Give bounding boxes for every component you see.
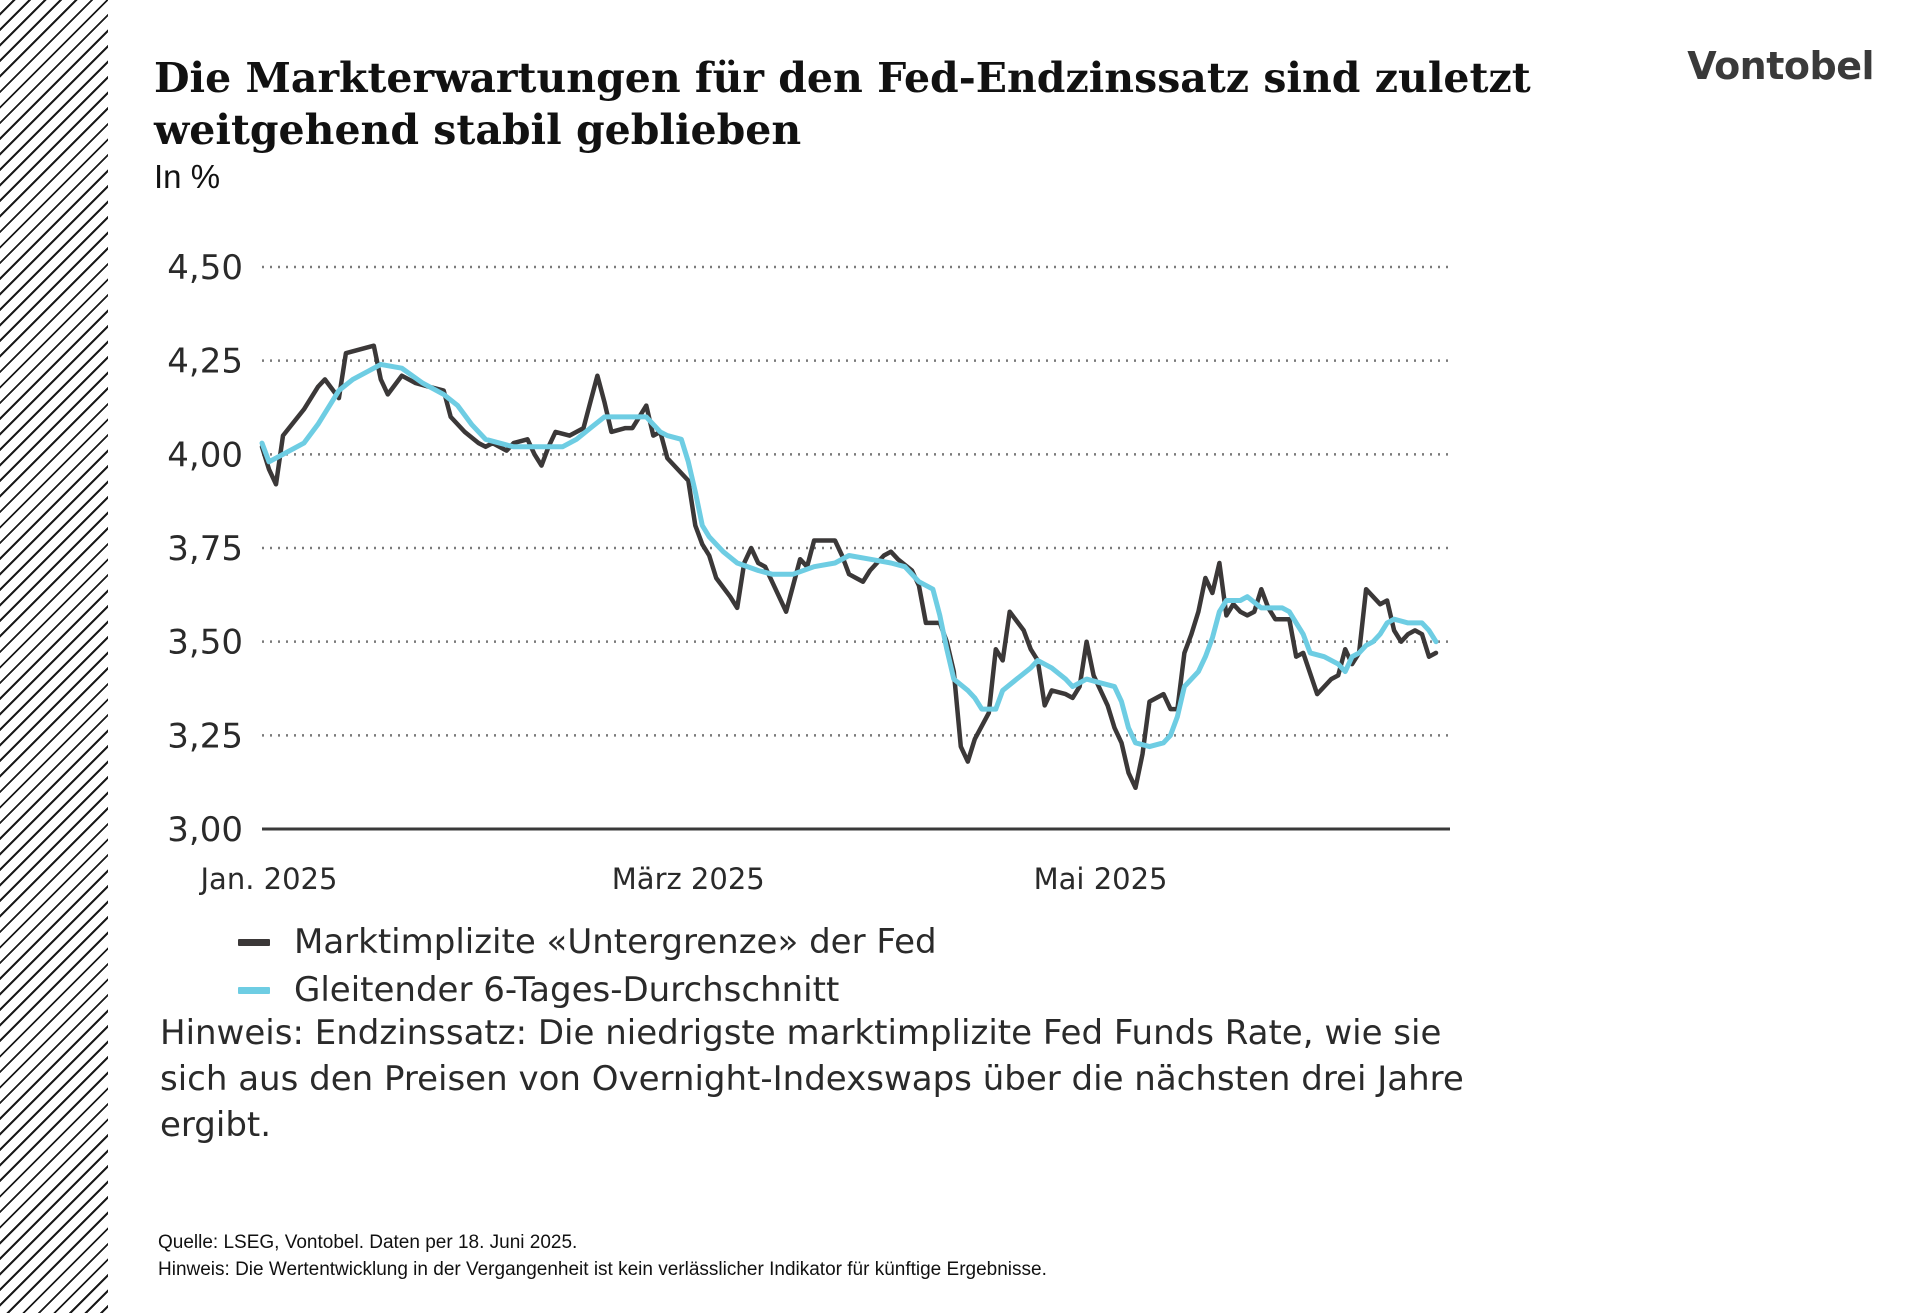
series-lines	[259, 343, 1439, 791]
y-tick-label-0: 4,50	[167, 248, 243, 288]
legend-swatch-light	[238, 986, 270, 994]
vontobel-logo: Vontobel	[1687, 44, 1874, 88]
chart-legend: Marktimplizite «Untergrenze» der Fed Gle…	[238, 918, 937, 1014]
legend-label-untergrenze: Marktimplizite «Untergrenze» der Fed	[294, 922, 937, 962]
gridlines	[262, 265, 1450, 831]
x-tick-label-2: Mai 2025	[1034, 862, 1168, 896]
y-tick-label-5: 3,25	[167, 716, 243, 756]
series-line-untergrenze	[259, 343, 1439, 791]
hatched-side-band	[0, 0, 108, 1313]
x-axis-ticks: Jan. 2025 März 2025 Mai 2025	[199, 862, 1168, 896]
y-tick-label-4: 3,50	[167, 623, 243, 663]
chart-note: Hinweis: Endzinssatz: Die niedrigste mar…	[160, 1013, 1464, 1145]
x-tick-label-1: März 2025	[612, 862, 765, 896]
legend-label-moving-average: Gleitender 6-Tages-Durchschnitt	[294, 970, 840, 1010]
x-tick-label-0: Jan. 2025	[199, 862, 338, 896]
y-tick-label-2: 4,00	[167, 435, 243, 475]
footer: Quelle: LSEG, Vontobel. Daten per 18. Ju…	[158, 1229, 1047, 1283]
series-line-moving-average	[259, 361, 1439, 750]
source-line: Quelle: LSEG, Vontobel. Daten per 18. Ju…	[158, 1232, 578, 1253]
disclaimer-line: Hinweis: Die Wertentwicklung in der Verg…	[158, 1259, 1047, 1280]
y-tick-label-6: 3,00	[167, 810, 243, 850]
y-axis-ticks: 4,50 4,25 4,00 3,75 3,50 3,25 3,00	[167, 248, 243, 850]
legend-item-moving-average: Gleitender 6-Tages-Durchschnitt	[238, 966, 937, 1014]
page-subtitle: In %	[154, 158, 221, 195]
y-tick-label-1: 4,25	[167, 342, 243, 382]
legend-item-untergrenze: Marktimplizite «Untergrenze» der Fed	[238, 918, 937, 966]
legend-swatch-dark	[238, 938, 270, 946]
page-title: Die Markterwartungen für den Fed-Endzins…	[154, 54, 1531, 154]
y-tick-label-3: 3,75	[167, 529, 243, 569]
